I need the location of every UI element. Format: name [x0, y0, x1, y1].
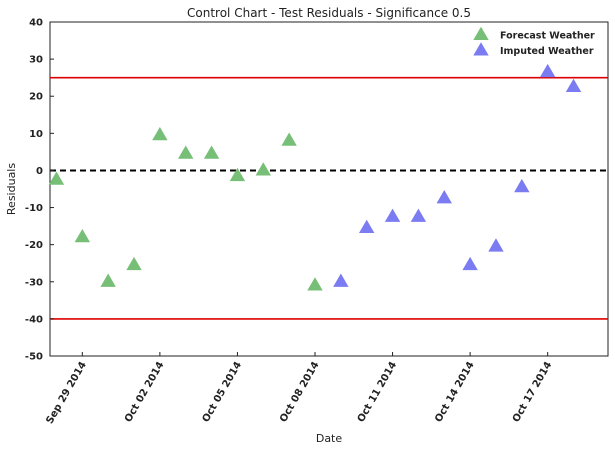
forecast-weather-point	[126, 256, 142, 271]
forecast-weather-point	[178, 145, 194, 159]
forecast-weather-point	[152, 126, 168, 141]
forecast-weather-point	[203, 145, 220, 159]
forecast-weather-point	[229, 167, 246, 182]
imputed-weather-legend-label: Imputed Weather	[500, 46, 594, 57]
forecast-weather-legend-marker	[473, 26, 489, 41]
x-tick-label: Oct 02 2014	[123, 360, 167, 424]
y-tick-label: 0	[36, 166, 43, 177]
y-tick-label: -30	[25, 277, 43, 288]
x-tick-label: Oct 11 2014	[356, 360, 400, 424]
legend: Forecast Weather Imputed Weather	[473, 26, 595, 57]
forecast-weather-legend-label: Forecast Weather	[500, 31, 595, 42]
x-tick-label: Oct 17 2014	[511, 360, 555, 424]
imputed-weather-point	[359, 219, 375, 234]
plot-area: -50 -40 -30 -20 -10 0 10 20 30 40 Sep 29 2014 Oct 0…	[25, 18, 609, 426]
y-tick-label: -20	[25, 240, 43, 251]
y-tick-label: -10	[25, 203, 43, 214]
y-tick-label: 40	[29, 18, 43, 29]
forecast-weather-point	[48, 171, 65, 185]
forecast-weather-point	[307, 277, 323, 291]
chart-title: Control Chart - Test Residuals - Signifi…	[187, 6, 471, 20]
y-tick-label: 30	[29, 55, 43, 66]
forecast-weather-point	[100, 273, 116, 287]
y-tick-label: 10	[29, 129, 43, 140]
imputed-weather-point	[333, 273, 349, 287]
x-tick-label: Oct 08 2014	[278, 360, 322, 424]
x-tick-label: Oct 14 2014	[433, 360, 477, 424]
y-axis-label: Residuals	[5, 163, 18, 215]
imputed-weather-point	[462, 256, 478, 271]
y-tick-label: -40	[25, 314, 43, 325]
imputed-weather-point	[410, 208, 427, 222]
plot-frame	[49, 21, 609, 357]
imputed-weather-point	[436, 190, 452, 204]
imputed-weather-point	[384, 208, 401, 222]
imputed-weather-point	[488, 238, 504, 252]
y-tick-label: 20	[29, 92, 43, 103]
imputed-weather-point	[565, 78, 582, 92]
forecast-weather-point	[74, 228, 91, 243]
forecast-weather-point	[281, 132, 297, 146]
y-tick-label: -50	[25, 352, 43, 363]
x-axis-label: Date	[316, 432, 343, 445]
imputed-weather-point	[514, 178, 530, 193]
x-tick-label: Sep 29 2014	[44, 360, 88, 426]
forecast-weather-point	[255, 162, 271, 176]
x-tick-label: Oct 05 2014	[201, 360, 245, 424]
imputed-weather-legend-marker	[473, 42, 489, 56]
imputed-weather-point	[539, 63, 556, 78]
